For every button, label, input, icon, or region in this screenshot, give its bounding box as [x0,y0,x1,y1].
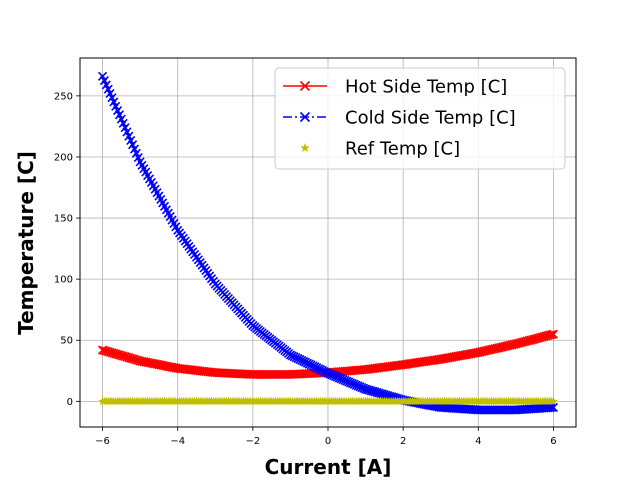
legend-label: Hot Side Temp [C] [345,77,507,98]
data-point [547,403,557,413]
data-point [547,330,557,340]
x-tick-label: −4 [170,436,185,447]
x-tick-label: 2 [400,436,406,447]
legend-item: Hot Side Temp [C] [283,77,507,98]
x-tick-label: 0 [325,436,331,447]
legend-box [274,67,566,170]
data-point [548,329,559,339]
y-tick-label: 100 [54,275,73,286]
x-tick-label: −6 [95,436,110,447]
legend: Hot Side Temp [C] Cold Side Temp [C] Ref T… [274,67,566,170]
legend-item: Ref Temp [C] [300,139,460,160]
legend-item: Cold Side Temp [C] [283,108,516,129]
axis-ticks: −6 −4 −2 0 2 4 6 0 50 100 150 200 250 [54,91,557,447]
legend-marker [300,143,310,152]
legend-marker [299,80,311,92]
legend-marker [299,111,311,123]
x-tick-label: 4 [475,436,481,447]
y-tick-label: 0 [67,397,73,408]
x-tick-label: −2 [245,436,260,447]
x-axis-title: Current [A] [265,455,392,479]
legend-label: Cold Side Temp [C] [345,108,516,129]
y-tick-label: 200 [54,152,73,163]
series-2 [97,71,559,415]
data-point [545,403,555,413]
legend-label: Ref Temp [C] [345,139,460,160]
y-tick-label: 50 [60,336,73,347]
y-tick-label: 150 [54,214,73,225]
data-point [548,402,559,413]
y-tick-label: 250 [54,91,73,102]
series-3 [98,396,558,405]
y-axis-title: Temperature [C] [14,151,38,335]
x-tick-label: 6 [550,436,556,447]
data-point [549,396,558,405]
series-layer [97,71,559,415]
